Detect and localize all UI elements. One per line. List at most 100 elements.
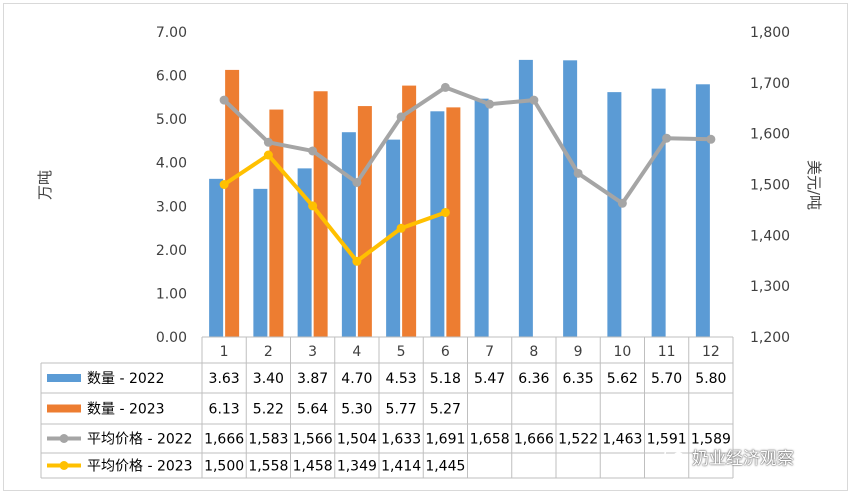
- table-cell: 1,445: [425, 459, 465, 475]
- table-cell: 1,666: [514, 432, 554, 448]
- table-cell: 5.64: [297, 402, 328, 418]
- table-cell: 1,691: [425, 432, 465, 448]
- y-right-tick-label: 1,600: [750, 127, 790, 143]
- x-tick-label: 1: [220, 344, 229, 360]
- bar-2023: [225, 69, 240, 338]
- watermark: 奶业经济观察: [664, 444, 794, 469]
- bar-2022: [253, 188, 268, 337]
- table-cell: 6.35: [563, 371, 594, 387]
- table-cell: 4.53: [386, 371, 417, 387]
- y-left-tick-label: 2.00: [156, 243, 187, 259]
- bar-2022: [474, 98, 489, 338]
- bar-2022: [430, 111, 445, 337]
- watermark-text: 奶业经济观察: [692, 448, 794, 469]
- combo-chart: 0.00 1.00 2.00 3.00 4.00 5.00 6.00 7.00 1,200 1,3…: [36, 25, 823, 479]
- point-price-2023: [396, 223, 406, 233]
- legend-key-marker: [59, 461, 69, 470]
- table-cell: 1,463: [602, 432, 642, 448]
- legend-key-bar: [47, 404, 81, 413]
- line-price-2023: [223, 153, 447, 264]
- table-cell: 4.70: [341, 371, 372, 387]
- chart-frame: 0.00 1.00 2.00 3.00 4.00 5.00 6.00 7.00 1,200 1,3…: [3, 3, 848, 491]
- bar-2022: [695, 84, 710, 338]
- x-tick-label: 11: [658, 344, 676, 360]
- y-left-axis-title: 万吨: [36, 170, 54, 200]
- x-tick-label: 6: [441, 344, 450, 360]
- legend-key-bar: [47, 374, 81, 382]
- table-cell: 1,583: [248, 432, 288, 448]
- table-cell: 5.70: [651, 371, 682, 387]
- x-tick-label: 12: [702, 344, 720, 360]
- x-tick-label: 9: [574, 344, 583, 360]
- x-tick-label: 4: [352, 344, 361, 360]
- point-price-2023: [219, 180, 229, 189]
- y-right-tick-label: 1,200: [750, 330, 790, 346]
- point-price-2022: [706, 134, 716, 144]
- table-cell: 1,566: [293, 432, 333, 448]
- table-cell: 5.80: [695, 371, 726, 387]
- point-price-2022: [529, 95, 539, 105]
- y-right-tick-label: 1,700: [750, 76, 790, 92]
- point-price-2022: [573, 168, 583, 178]
- table-cell: 5.18: [430, 371, 461, 387]
- table-cell: 1,633: [381, 432, 421, 448]
- x-tick-label: 2: [264, 344, 273, 360]
- point-price-2022: [219, 95, 229, 105]
- bar-2022: [651, 88, 666, 338]
- table-cell: 1,504: [337, 432, 377, 448]
- y-left-tick-label: 3.00: [156, 199, 187, 215]
- legend-label: 平均价格 - 2022: [87, 432, 193, 448]
- point-price-2023: [440, 207, 450, 217]
- y-left-tick-label: 5.00: [156, 112, 187, 128]
- x-tick-label: 7: [485, 344, 494, 360]
- table-cell: 1,414: [381, 459, 421, 475]
- point-price-2022: [352, 177, 362, 187]
- table-cell: 5.22: [253, 402, 284, 418]
- legend-label: 平均价格 - 2023: [87, 459, 193, 475]
- y-right-tick-label: 1,800: [750, 25, 790, 41]
- table-cell: 5.47: [474, 371, 505, 387]
- bar-2022: [563, 60, 578, 337]
- wechat-icon: [664, 447, 686, 464]
- x-tick-label: 8: [529, 344, 538, 360]
- bar-2022: [518, 59, 533, 338]
- table-cell: 1,558: [248, 459, 288, 475]
- table-cell: 5.77: [386, 402, 417, 418]
- y-right-tick-label: 1,400: [750, 228, 790, 244]
- point-price-2023: [308, 201, 318, 211]
- table-cell: 1,500: [204, 459, 244, 475]
- table-cell: 1,666: [204, 432, 244, 448]
- table-cell: 3.63: [209, 371, 240, 387]
- point-price-2022: [263, 137, 273, 147]
- bar-2022: [341, 132, 356, 337]
- table-cell: 1,591: [647, 432, 687, 448]
- x-tick-label: 5: [397, 344, 406, 360]
- bar-2022: [386, 139, 401, 337]
- table-cell: 6.36: [518, 371, 549, 387]
- point-price-2022: [396, 112, 406, 122]
- table-cell: 5.27: [430, 402, 461, 418]
- bar-2023: [357, 106, 372, 337]
- table-cell: 1,458: [293, 459, 333, 475]
- legend-key-marker: [59, 434, 69, 443]
- table-cell: 1,589: [691, 432, 731, 448]
- bar-2022: [209, 178, 224, 337]
- point-price-2022: [617, 198, 627, 208]
- point-price-2022: [485, 99, 495, 109]
- point-price-2022: [440, 82, 450, 92]
- bar-2023: [446, 107, 461, 337]
- point-price-2022: [308, 146, 318, 156]
- x-tick-label: 10: [613, 344, 631, 360]
- y-left-tick-label: 6.00: [156, 69, 187, 85]
- x-tick-label: 3: [308, 344, 317, 360]
- table-cell: 1,349: [337, 459, 377, 475]
- table-cell: 5.30: [341, 402, 372, 418]
- bar-2022: [297, 168, 312, 337]
- y-right-tick-label: 1,300: [750, 279, 790, 295]
- table-cell: 3.87: [297, 371, 328, 387]
- legend-label: 数量 - 2023: [87, 402, 165, 418]
- bar-2022: [607, 92, 622, 337]
- table-cell: 6.13: [209, 402, 240, 418]
- line-price-2022: [222, 85, 711, 206]
- y-right-axis-title: 美元/吨: [805, 160, 823, 210]
